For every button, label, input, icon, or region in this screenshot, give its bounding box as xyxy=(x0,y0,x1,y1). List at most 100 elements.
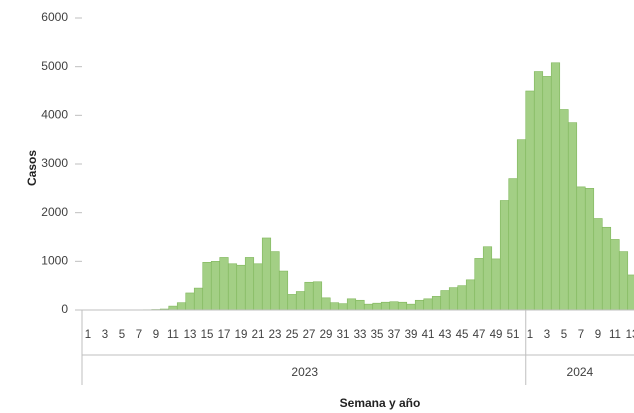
x-tick-label: 3 xyxy=(102,329,108,341)
bar xyxy=(338,303,348,311)
group-label: 2023 xyxy=(291,365,318,379)
bar xyxy=(440,290,450,311)
bar xyxy=(448,287,459,311)
bar xyxy=(593,218,603,311)
bar xyxy=(287,294,297,311)
bar xyxy=(389,301,399,311)
bar xyxy=(193,287,204,311)
bar xyxy=(559,109,569,311)
bar xyxy=(210,261,221,311)
x-tick-label: 11 xyxy=(609,329,621,341)
x-tick-label: 9 xyxy=(153,329,159,341)
bar xyxy=(499,200,510,311)
bar xyxy=(363,303,374,311)
bar xyxy=(355,299,365,311)
bar xyxy=(542,76,552,311)
bar xyxy=(168,305,178,311)
x-tick-label: 3 xyxy=(544,329,550,341)
bar xyxy=(329,302,340,311)
bar xyxy=(295,291,306,311)
bar xyxy=(474,258,484,311)
bar xyxy=(397,301,408,311)
bar xyxy=(550,62,561,311)
bar xyxy=(261,237,272,311)
x-tick-label: 7 xyxy=(136,329,142,341)
bar xyxy=(406,303,416,311)
bar xyxy=(618,251,629,311)
bar xyxy=(584,188,595,311)
bar xyxy=(533,71,544,311)
bar xyxy=(627,274,634,311)
x-tick-label: 41 xyxy=(422,329,435,341)
y-tick-label: 0 xyxy=(61,302,68,316)
bar xyxy=(431,296,442,311)
x-tick-label: 5 xyxy=(561,329,567,341)
x-tick-label: 7 xyxy=(578,329,584,341)
x-tick-label: 39 xyxy=(405,329,418,341)
bar xyxy=(236,264,246,311)
x-tick-label: 45 xyxy=(456,329,469,341)
y-tick-label: 1000 xyxy=(41,254,68,268)
y-tick-label: 6000 xyxy=(41,10,68,24)
bar xyxy=(270,251,280,311)
bar xyxy=(482,246,493,311)
bar xyxy=(253,263,263,311)
x-tick-label: 37 xyxy=(388,329,401,341)
x-tick-label: 19 xyxy=(235,329,248,341)
x-tick-label: 1 xyxy=(85,329,91,341)
bar xyxy=(202,262,212,311)
x-tick-label: 11 xyxy=(167,329,179,341)
x-tick-label: 13 xyxy=(184,329,197,341)
x-tick-label: 33 xyxy=(354,329,367,341)
x-tick-label: 35 xyxy=(371,329,384,341)
x-tick-label: 49 xyxy=(490,329,503,341)
bar xyxy=(185,292,195,311)
bar xyxy=(278,270,289,311)
bar xyxy=(227,263,238,311)
x-tick-label: 17 xyxy=(218,329,231,341)
x-tick-label: 51 xyxy=(507,329,520,341)
bar xyxy=(525,90,535,311)
bar xyxy=(508,178,518,311)
bar xyxy=(312,281,323,311)
x-tick-label: 21 xyxy=(252,329,265,341)
bar xyxy=(601,226,612,311)
bar xyxy=(491,258,501,311)
x-tick-label: 15 xyxy=(201,329,214,341)
y-tick-label: 2000 xyxy=(41,205,68,219)
y-tick-label: 4000 xyxy=(41,108,68,122)
bar xyxy=(567,122,578,311)
y-axis-title: Casos xyxy=(25,150,39,186)
bar xyxy=(610,239,620,311)
bar xyxy=(176,302,187,311)
x-tick-label: 31 xyxy=(337,329,350,341)
bar xyxy=(372,302,382,311)
bar xyxy=(380,301,391,311)
y-tick-label: 3000 xyxy=(41,156,68,170)
x-tick-label: 27 xyxy=(303,329,316,341)
bar xyxy=(304,281,314,311)
x-tick-label: 25 xyxy=(286,329,299,341)
x-tick-label: 13 xyxy=(626,329,634,341)
x-tick-label: 47 xyxy=(473,329,486,341)
x-tick-label: 5 xyxy=(119,329,125,341)
bar xyxy=(576,186,586,311)
bar xyxy=(321,297,331,311)
bar xyxy=(414,299,425,311)
x-tick-label: 43 xyxy=(439,329,452,341)
x-tick-label: 1 xyxy=(527,329,533,341)
bar xyxy=(516,139,527,311)
x-tick-label: 23 xyxy=(269,329,282,341)
y-tick-label: 5000 xyxy=(41,59,68,73)
bar xyxy=(346,298,357,311)
x-tick-label: 9 xyxy=(595,329,601,341)
bar xyxy=(219,257,229,311)
group-label: 2024 xyxy=(567,365,594,379)
bar xyxy=(457,285,467,311)
x-tick-label: 29 xyxy=(320,329,333,341)
bar xyxy=(423,298,433,311)
x-axis-title: Semana y año xyxy=(340,396,421,410)
bar xyxy=(244,257,255,311)
bar xyxy=(465,279,476,311)
